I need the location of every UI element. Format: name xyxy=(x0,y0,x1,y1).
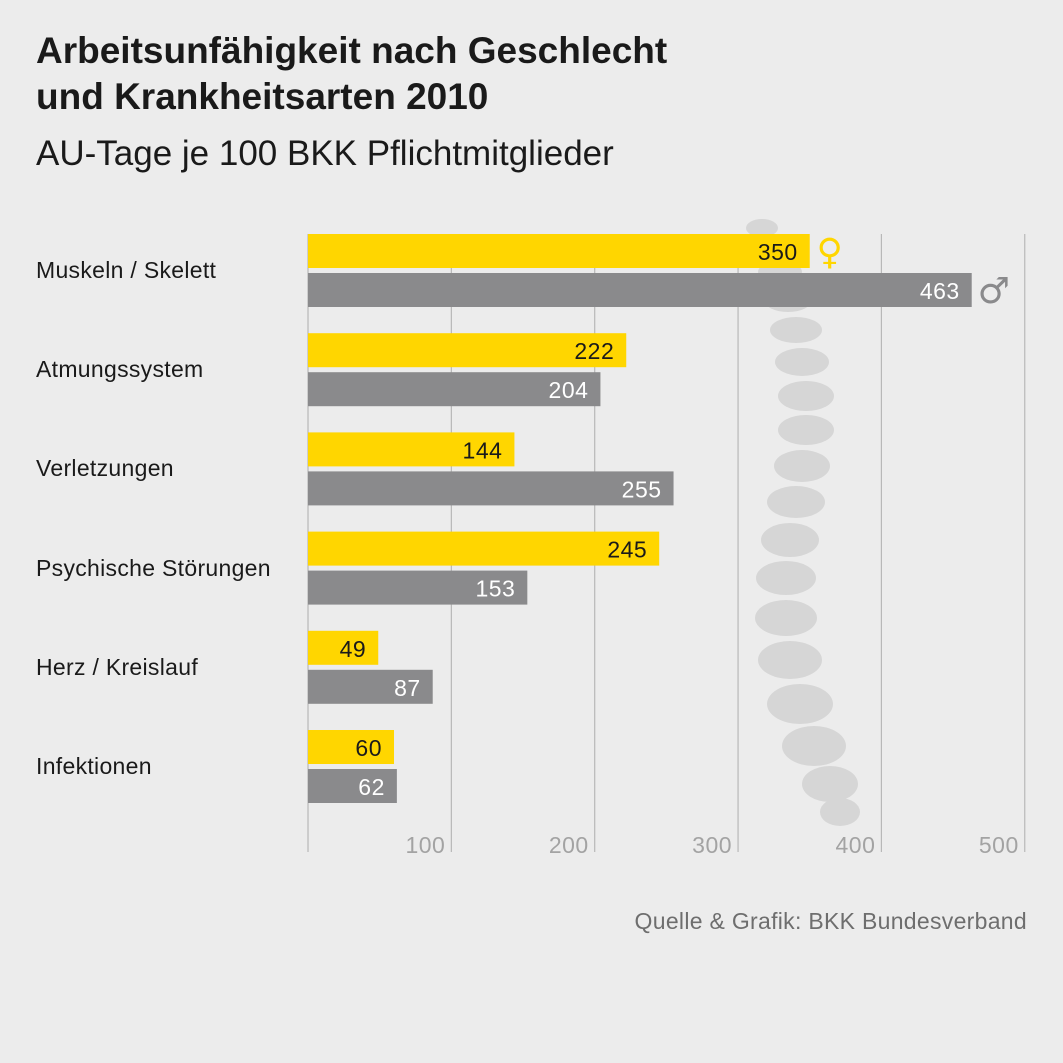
bars xyxy=(308,234,972,803)
gender-symbols: ♀♂ xyxy=(817,232,1010,312)
spine-vertebra xyxy=(746,219,778,237)
spine-vertebra xyxy=(761,523,819,557)
category-label: Muskeln / Skelett xyxy=(36,257,217,283)
spine-vertebra xyxy=(775,348,829,376)
bar-value-labels: 350 463 222 204 144 255 245 153 49 87 60 62 xyxy=(340,239,960,800)
category-label: Herz / Kreislauf xyxy=(36,653,199,680)
bar-value-label: 153 xyxy=(475,576,515,602)
male-symbol-icon: ♂ xyxy=(978,271,1010,312)
bar-male xyxy=(308,669,433,704)
bar-value-label: 60 xyxy=(355,735,382,761)
bar-male xyxy=(308,471,674,506)
bar-value-label: 255 xyxy=(622,476,662,502)
x-tick-label: 400 xyxy=(836,832,876,858)
chart-subtitle: AU-Tage je 100 BKK Pflichtmitglieder xyxy=(36,134,614,173)
bar-value-label: 144 xyxy=(463,437,503,463)
bar-value-label: 62 xyxy=(358,774,385,800)
x-tick-label: 100 xyxy=(405,832,445,858)
category-label: Psychische Störungen xyxy=(36,554,271,581)
title-line-2: und Krankheitsarten 2010 xyxy=(36,76,489,117)
spine-vertebra xyxy=(778,381,834,411)
spine-vertebra xyxy=(755,600,817,636)
spine-vertebra xyxy=(774,450,830,482)
source-note: Quelle & Grafik: BKK Bundesverband xyxy=(634,908,1027,934)
x-tick-label: 500 xyxy=(979,832,1019,858)
spine-vertebra xyxy=(820,798,860,826)
spine-vertebra xyxy=(758,641,822,679)
bar-male xyxy=(308,769,397,803)
bar-value-label: 350 xyxy=(758,239,798,265)
category-label: Atmungssystem xyxy=(36,356,204,383)
bar-male xyxy=(308,570,528,605)
bar-value-label: 463 xyxy=(920,278,960,304)
category-label: Infektionen xyxy=(36,753,152,779)
bar-female xyxy=(308,432,515,467)
x-tick-label: 200 xyxy=(549,832,589,858)
x-tick-label: 300 xyxy=(692,832,732,858)
bar-male xyxy=(308,273,972,307)
spine-illustration xyxy=(746,219,860,826)
bar-value-label: 204 xyxy=(549,377,589,403)
spine-vertebra xyxy=(767,486,825,518)
bar-female xyxy=(308,730,395,764)
bar-female xyxy=(308,531,660,566)
bar-female xyxy=(308,630,379,665)
spine-vertebra xyxy=(767,684,833,724)
bar-value-label: 49 xyxy=(340,636,367,662)
female-symbol-icon: ♀ xyxy=(817,232,843,273)
spine-vertebra xyxy=(756,561,816,595)
category-label: Verletzungen xyxy=(36,455,174,482)
bar-value-label: 87 xyxy=(394,675,421,701)
bar-female xyxy=(308,333,627,368)
spine-vertebra xyxy=(782,726,846,766)
bar-value-label: 222 xyxy=(574,338,614,364)
chart-title: Arbeitsunfähigkeit nach Geschlecht und K… xyxy=(36,28,936,120)
bar-female xyxy=(308,234,810,268)
x-axis-ticks: 100 200 300 400 500 xyxy=(405,832,1018,858)
bar-value-label: 245 xyxy=(607,537,647,563)
spine-vertebra xyxy=(802,766,858,802)
spine-vertebra xyxy=(778,415,834,445)
title-line-1: Arbeitsunfähigkeit nach Geschlecht xyxy=(36,30,668,71)
spine-vertebra xyxy=(770,317,822,343)
bar-male xyxy=(308,372,601,407)
